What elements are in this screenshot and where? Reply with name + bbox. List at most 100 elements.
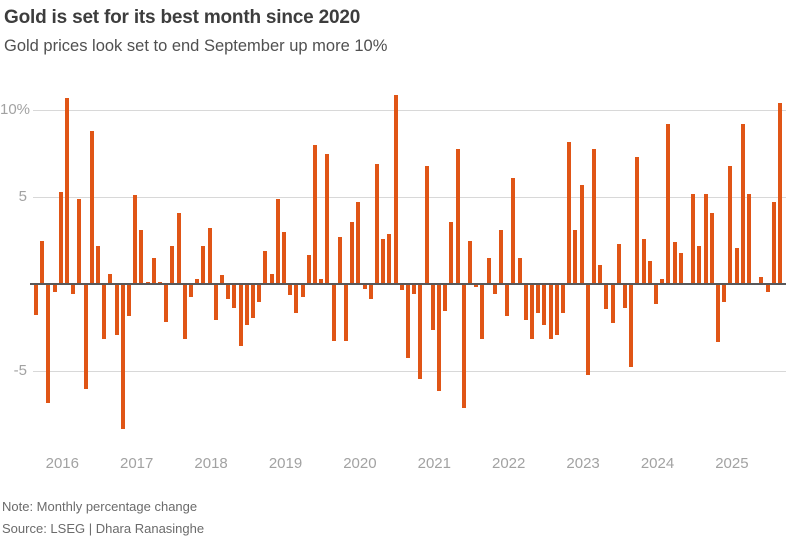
chart-bar: [399, 285, 404, 291]
chart-bar: [548, 285, 553, 339]
chart-bar: [418, 285, 423, 379]
chart-bar: [697, 245, 702, 284]
chart-bar: [300, 285, 305, 298]
chart-bar: [319, 278, 324, 284]
chart-bar: [176, 212, 181, 284]
gridline-10: [33, 110, 786, 112]
x-tick-label: 2021: [417, 455, 451, 472]
chart-bar: [58, 191, 63, 284]
chart-bar: [219, 275, 225, 284]
chart-bar: [405, 285, 411, 358]
x-tick-label: 2016: [45, 455, 79, 472]
chart-bar: [288, 285, 293, 296]
note-text: Note: Monthly percentage change: [2, 499, 198, 514]
y-tick-label: 10%: [0, 101, 31, 119]
chart-bar: [114, 285, 119, 336]
chart-bar: [430, 285, 435, 331]
chart-bar: [567, 141, 572, 284]
chart-bar: [579, 185, 584, 284]
chart-bar: [207, 228, 212, 284]
plot-area: 10% 5 -5 2016 2017 2018 2019 2020 2021 2022 2023 2…: [0, 80, 786, 480]
chart-bar: [591, 148, 597, 284]
chart-bar: [443, 285, 448, 312]
chart-bar: [312, 145, 318, 284]
chart-bar: [331, 285, 336, 341]
chart-bar: [337, 237, 342, 284]
chart-bar: [573, 230, 578, 284]
chart-bar: [610, 285, 615, 324]
gridline-5: [33, 197, 786, 199]
chart-bar: [771, 202, 776, 284]
chart-bar: [585, 285, 590, 376]
chart-bar: [139, 230, 144, 284]
chart-bar: [294, 285, 299, 313]
chart-bar: [672, 242, 677, 284]
chart-bar: [759, 277, 764, 284]
chart-bar: [188, 285, 194, 298]
chart-bar: [374, 164, 380, 284]
chart-bar: [164, 285, 169, 322]
y-tick-label: -5: [13, 361, 27, 379]
chart-bar: [89, 131, 94, 284]
chart-bar: [46, 285, 51, 404]
chart-bar: [653, 285, 659, 305]
chart-bar: [120, 285, 125, 430]
chart-bar: [647, 261, 652, 284]
chart-bar: [52, 285, 57, 292]
chart-bar: [362, 285, 367, 289]
chart-bar: [728, 165, 733, 284]
chart-bar: [604, 285, 609, 310]
chart-bar: [356, 202, 361, 284]
chart-bar: [40, 240, 45, 284]
chart-bar: [517, 257, 522, 284]
chart-bar: [412, 285, 417, 294]
chart-bar: [455, 148, 460, 284]
chart-bar: [740, 124, 745, 284]
chart-subtitle: Gold prices look set to end September up…: [4, 36, 388, 55]
x-tick-label: 2025: [715, 455, 749, 472]
chart-bar: [350, 221, 355, 284]
chart-bar: [616, 244, 621, 284]
chart-bar: [424, 165, 429, 284]
chart-bar: [368, 285, 373, 299]
source-text: Source: LSEG | Dhara Ranasinghe: [2, 521, 205, 536]
chart-bar: [722, 285, 727, 303]
zero-line: [30, 283, 786, 285]
chart-bar: [226, 285, 231, 299]
chart-bar: [238, 285, 243, 346]
chart-bar: [703, 193, 708, 284]
x-tick-label: 2022: [492, 455, 526, 472]
chart-bar: [275, 198, 280, 284]
chart-bar: [126, 285, 132, 317]
chart-bar: [306, 254, 311, 284]
chart-bar: [635, 157, 640, 284]
chart-bar: [263, 251, 268, 284]
chart-bar: [325, 153, 330, 284]
gridline--5: [33, 370, 786, 372]
chart-bar: [436, 285, 442, 391]
chart-bar: [542, 285, 547, 325]
x-tick-label: 2019: [268, 455, 303, 472]
chart-bar: [715, 285, 721, 343]
chart-bar: [449, 221, 454, 284]
y-tick-label: 5: [18, 188, 27, 206]
chart-bar: [95, 245, 101, 284]
chart-bar: [505, 285, 510, 317]
chart-bar: [554, 285, 559, 336]
chart-bar: [77, 198, 82, 284]
x-tick-label: 2017: [120, 455, 154, 472]
chart-bar: [213, 285, 218, 320]
chart-bar: [170, 245, 175, 284]
chart-header: Gold is set for its best month since 202…: [4, 6, 782, 57]
chart-bar: [629, 285, 634, 367]
chart-bar: [480, 285, 485, 339]
chart-bar: [232, 285, 237, 308]
chart-bar: [765, 285, 770, 292]
chart-bar: [393, 94, 398, 284]
chart-bar: [461, 285, 466, 409]
chart-bar: [746, 193, 752, 284]
chart-bar: [108, 273, 113, 284]
chart-bar: [102, 285, 107, 339]
chart-bar: [250, 285, 256, 318]
chart-bar: [244, 285, 249, 325]
